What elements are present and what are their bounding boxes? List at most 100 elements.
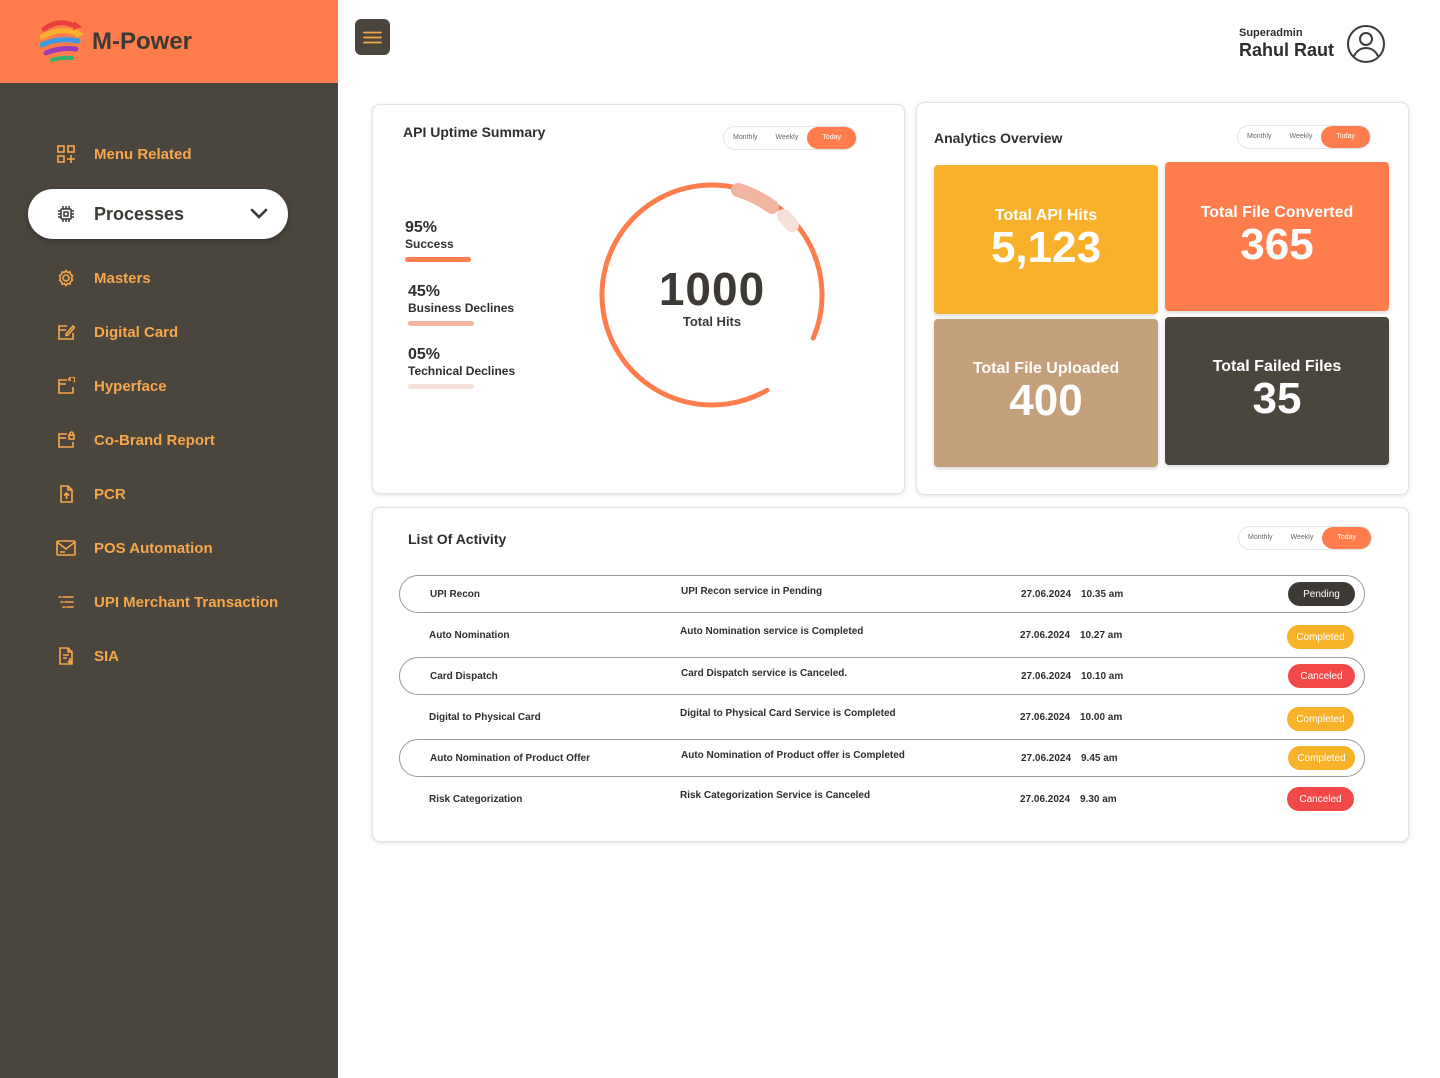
sidebar-item-co-brand-report[interactable]: Co-Brand Report [0,413,338,467]
chevron-down-icon[interactable] [250,204,268,225]
stat-label: Business Declines [408,301,515,315]
mail-icon [56,538,76,558]
sidebar-item-label: SIA [94,647,120,665]
tab-weekly[interactable]: Weekly [1290,534,1314,541]
tab-today[interactable]: Today [807,127,857,149]
sidebar-item-label: Co-Brand Report [94,431,215,449]
activity-description: UPI Recon service in Pending [681,586,823,597]
tile-label: Total File Uploaded [972,360,1120,377]
status-badge: Completed [1288,746,1355,770]
activity-date: 27.06.2024 [1021,752,1072,764]
tile-total-file-converted[interactable]: Total File Converted 365 [1165,162,1389,311]
table-row[interactable]: Auto Nomination Auto Nomination service … [399,616,1365,654]
activity-time: 10.35 am [1081,588,1124,600]
card-title: List Of Activity [408,531,507,547]
activity-time: 10.27 am [1080,629,1123,641]
activity-date: 27.06.2024 [1020,629,1071,641]
status-badge: Pending [1288,582,1355,606]
chip-icon [56,204,76,224]
tile-value: 5,123 [990,222,1102,272]
sidebar-item-sia[interactable]: SIA [0,629,338,683]
ring-chart [599,182,825,408]
user-role: Superadmin [1238,27,1303,39]
tab-today[interactable]: Today [1322,527,1372,549]
avatar-icon[interactable] [1346,24,1386,64]
tab-weekly[interactable]: Weekly [775,134,799,141]
table-row[interactable]: Auto Nomination of Product Offer Auto No… [399,739,1365,777]
tile-value: 365 [1240,219,1314,269]
tab-today[interactable]: Today [1321,126,1371,148]
stat-label: Success [405,237,454,251]
tile-label: Total File Converted [1200,203,1354,221]
sidebar-item-menu-related[interactable]: Menu Related [0,127,338,181]
sidebar-item-pos-automation[interactable]: POS Automation [0,521,338,575]
sidebar-item-digital-card[interactable]: Digital Card [0,305,338,359]
sidebar-item-label: Masters [94,269,151,287]
tab-monthly[interactable]: Monthly [1247,133,1272,140]
stat-business-declines: 45% Business Declines [408,283,514,326]
activity-description: Auto Nomination of Product offer is Comp… [681,750,905,761]
tab-monthly[interactable]: Monthly [733,134,758,141]
status-badge: Canceled [1287,787,1354,811]
sidebar-item-masters[interactable]: Masters [0,251,338,305]
tile-label: Total API Hits [994,206,1098,224]
api-uptime-card: API Uptime Summary Monthly Weekly Today … [372,104,905,494]
activity-name: Auto Nomination of Product Offer [430,752,590,764]
sidebar-item-pcr[interactable]: PCR [0,467,338,521]
sidebar-item-processes[interactable]: Processes [28,189,288,239]
sidebar-item-label: Processes [94,203,185,224]
activity-name: Card Dispatch [430,670,498,682]
activity-date: 27.06.2024 [1020,711,1071,723]
user-info: Superadmin Rahul Raut [1239,27,1334,61]
ring-segment-success [599,182,825,408]
card-lock-icon [56,430,76,450]
tab-weekly[interactable]: Weekly [1289,133,1313,140]
brand-name: M-Power [92,27,193,55]
activity-date: 27.06.2024 [1021,588,1072,600]
card-title: Analytics Overview [934,130,1063,146]
hamburger-menu-button[interactable] [355,19,390,55]
tile-total-api-hits[interactable]: Total API Hits 5,123 [934,165,1158,314]
list-icon [56,592,76,612]
ring-segment-business-declines [731,183,779,214]
activity-description: Auto Nomination service is Completed [680,626,864,637]
ring-center: 1000 Total Hits [597,180,827,410]
table-row[interactable]: Digital to Physical Card Digital to Phys… [399,698,1365,736]
activity-description: Digital to Physical Card Service is Comp… [680,708,896,719]
tab-monthly[interactable]: Monthly [1248,534,1273,541]
analytics-overview-card: Analytics Overview Monthly Weekly Today … [916,102,1409,495]
user-profile[interactable]: Superadmin Rahul Raut [1239,24,1386,64]
tile-total-failed-files[interactable]: Total Failed Files 35 [1165,317,1389,465]
card-refresh-icon [56,376,76,396]
activity-time: 9.45 am [1081,752,1118,764]
tile-value: 35 [1252,374,1302,423]
document-upload-icon [56,484,76,504]
stat-bar [405,257,471,262]
activity-description: Risk Categorization Service is Canceled [680,790,871,801]
total-hits-label: Total Hits [682,313,742,329]
stat-success: 95% Success [405,219,471,262]
sidebar-item-label: Digital Card [94,323,179,341]
activity-date: 27.06.2024 [1021,670,1072,682]
tile-total-file-uploaded[interactable]: Total File Uploaded 400 [934,319,1158,467]
document-download-icon [56,646,76,666]
ring-segment-technical-declines [777,209,799,232]
period-toggle: Monthly Weekly Today [1238,526,1373,550]
brand-header: M-Power [0,0,338,83]
stat-bar [408,384,474,389]
brand-logo-icon [39,19,84,62]
card-edit-icon [56,322,76,342]
sidebar-item-label: Menu Related [94,145,192,163]
sidebar-item-hyperface[interactable]: Hyperface [0,359,338,413]
card-title: API Uptime Summary [403,124,546,140]
table-row[interactable]: Card Dispatch Card Dispatch service is C… [399,657,1365,695]
gear-icon [56,268,76,288]
table-row[interactable]: UPI Recon UPI Recon service in Pending 2… [399,575,1365,613]
total-hits-ring: 1000 Total Hits [597,180,827,410]
activity-list-card: List Of Activity Monthly Weekly Today UP… [372,507,1409,842]
activity-time: 10.10 am [1081,670,1124,682]
stat-percent: 05% [408,346,441,363]
sidebar-item-upi-merchant-transaction[interactable]: UPI Merchant Transaction [0,575,338,629]
table-row[interactable]: Risk Categorization Risk Categorization … [399,780,1365,818]
activity-time: 10.00 am [1080,711,1123,723]
